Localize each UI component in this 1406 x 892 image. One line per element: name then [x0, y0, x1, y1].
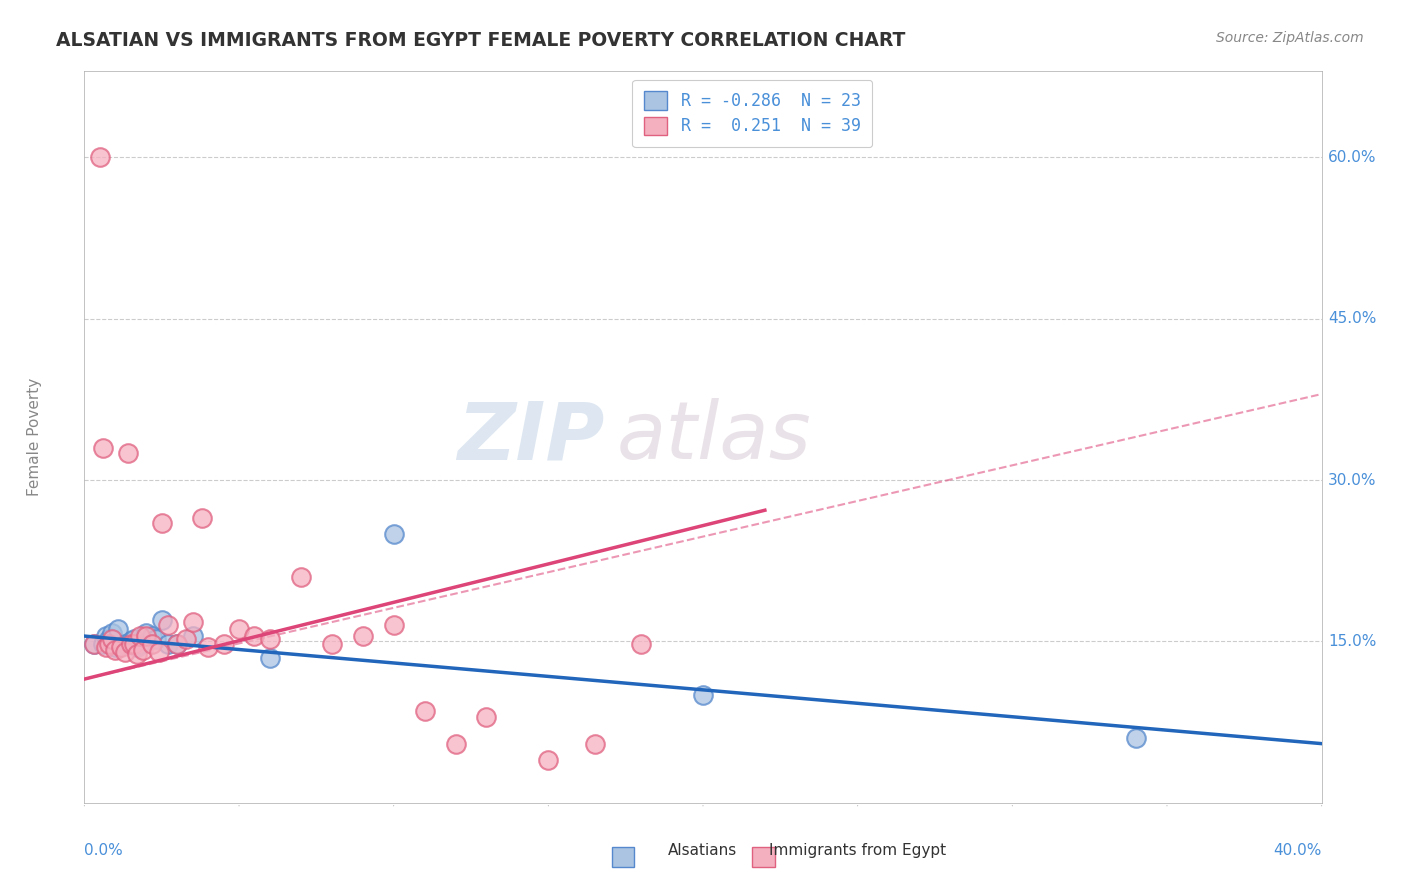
- Text: 60.0%: 60.0%: [1327, 150, 1376, 165]
- Point: [104, 640, 127, 654]
- Point: [94, 640, 117, 654]
- Point: [83, 637, 105, 651]
- Point: [135, 625, 157, 640]
- Point: [120, 634, 142, 648]
- Point: [444, 737, 467, 751]
- Point: [259, 650, 281, 665]
- Point: [382, 618, 405, 632]
- Point: [101, 625, 124, 640]
- Point: [321, 637, 343, 651]
- Text: Female Poverty: Female Poverty: [27, 378, 42, 496]
- Point: [212, 637, 235, 651]
- Point: [692, 688, 714, 702]
- Point: [150, 613, 173, 627]
- Point: [132, 643, 155, 657]
- Point: [150, 516, 173, 530]
- Point: [475, 710, 498, 724]
- Point: [197, 640, 219, 654]
- Point: [114, 637, 136, 651]
- Point: [141, 637, 163, 651]
- Point: [141, 629, 163, 643]
- Text: 30.0%: 30.0%: [1327, 473, 1376, 488]
- Text: 45.0%: 45.0%: [1327, 311, 1376, 326]
- Text: ZIP: ZIP: [457, 398, 605, 476]
- Point: [290, 570, 312, 584]
- Text: ALSATIAN VS IMMIGRANTS FROM EGYPT FEMALE POVERTY CORRELATION CHART: ALSATIAN VS IMMIGRANTS FROM EGYPT FEMALE…: [56, 31, 905, 50]
- Point: [181, 615, 204, 629]
- Point: [120, 637, 142, 651]
- Point: [1125, 731, 1147, 746]
- Point: [122, 637, 145, 651]
- Point: [156, 637, 179, 651]
- Point: [114, 645, 136, 659]
- Point: [352, 629, 374, 643]
- Point: [630, 637, 652, 651]
- Text: atlas: atlas: [616, 398, 811, 476]
- Point: [125, 640, 148, 654]
- Point: [181, 629, 204, 643]
- Point: [413, 705, 436, 719]
- Point: [104, 643, 127, 657]
- Point: [166, 637, 188, 651]
- Text: 40.0%: 40.0%: [1274, 843, 1322, 858]
- Point: [382, 527, 405, 541]
- Text: Source: ZipAtlas.com: Source: ZipAtlas.com: [1216, 31, 1364, 45]
- Point: [537, 753, 560, 767]
- Text: Alsatians: Alsatians: [668, 843, 738, 858]
- Point: [148, 645, 170, 659]
- Text: Immigrants from Egypt: Immigrants from Egypt: [769, 843, 946, 858]
- Text: 15.0%: 15.0%: [1327, 634, 1376, 649]
- Point: [228, 622, 250, 636]
- Point: [117, 446, 139, 460]
- Point: [83, 637, 105, 651]
- Point: [122, 632, 145, 647]
- Point: [259, 632, 281, 647]
- Legend: R = -0.286  N = 23, R =  0.251  N = 39: R = -0.286 N = 23, R = 0.251 N = 39: [633, 79, 873, 147]
- Point: [129, 629, 152, 643]
- Point: [91, 637, 114, 651]
- Point: [129, 637, 152, 651]
- Point: [107, 622, 129, 636]
- Point: [89, 150, 111, 164]
- Point: [91, 441, 114, 455]
- Point: [94, 629, 117, 643]
- Point: [243, 629, 266, 643]
- Text: 0.0%: 0.0%: [84, 843, 124, 858]
- Point: [101, 632, 124, 647]
- Point: [135, 629, 157, 643]
- Point: [166, 637, 188, 651]
- Point: [145, 632, 167, 647]
- Point: [176, 632, 198, 647]
- Point: [110, 640, 132, 654]
- Point: [583, 737, 606, 751]
- Point: [98, 637, 121, 651]
- Point: [98, 632, 121, 647]
- Point: [156, 618, 179, 632]
- Point: [125, 648, 148, 662]
- Point: [191, 510, 214, 524]
